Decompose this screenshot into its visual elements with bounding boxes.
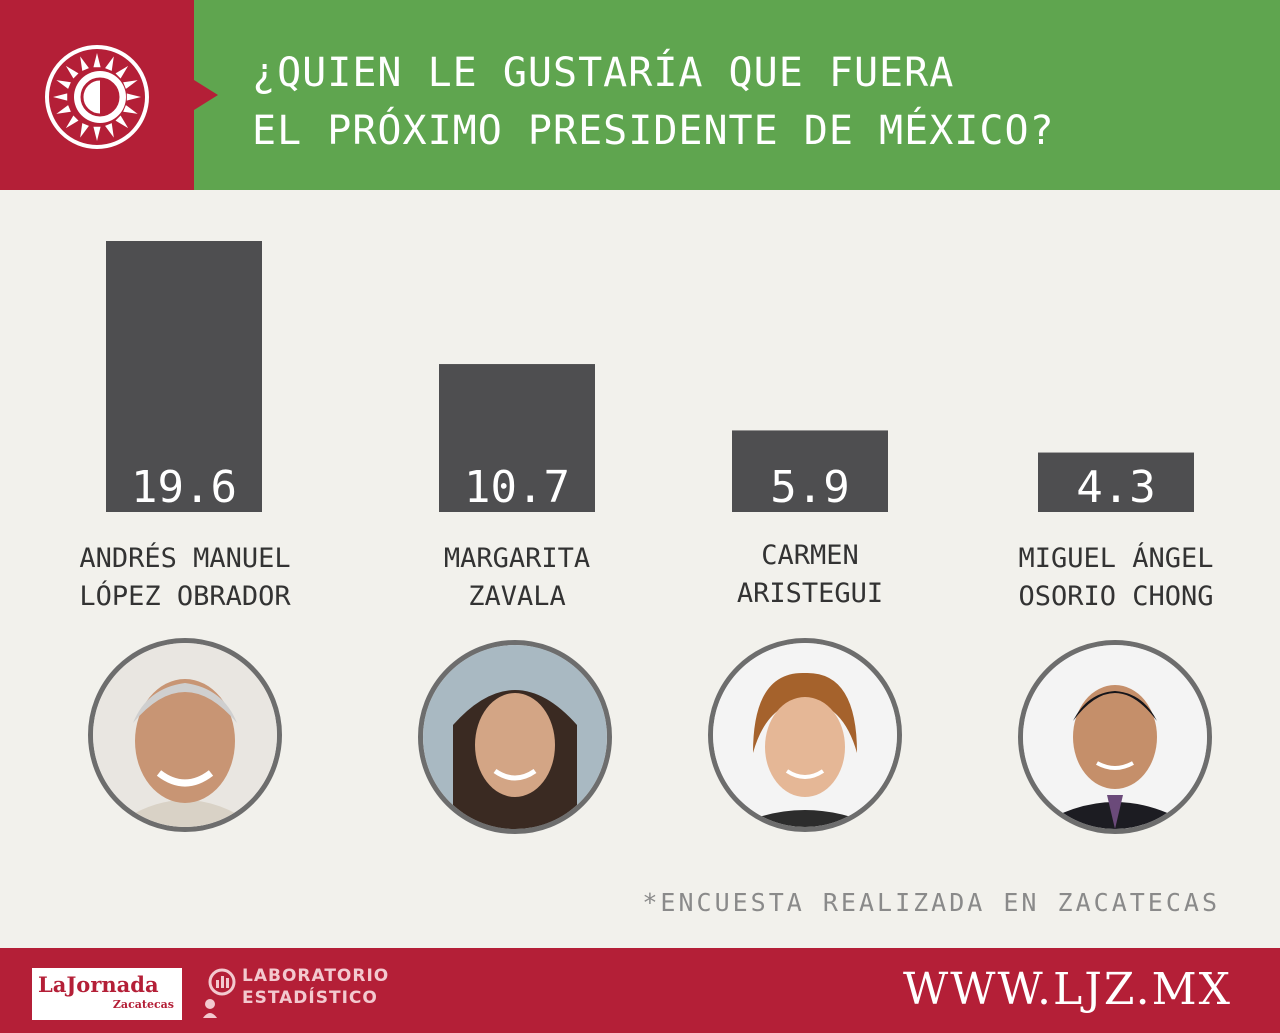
bar — [106, 241, 262, 512]
header-green-panel — [194, 0, 1280, 190]
sun-ray — [53, 93, 68, 101]
sun-ray — [93, 53, 101, 68]
candidate-name-1: ANDRÉS MANUEL LÓPEZ OBRADOR — [35, 540, 335, 616]
sun-ray — [93, 126, 101, 141]
bar-value-label: 4.3 — [1076, 462, 1155, 513]
header-arrow — [194, 80, 218, 110]
sun-ray — [105, 123, 114, 138]
bar-value-label: 5.9 — [770, 462, 849, 513]
candidate-photo-2 — [418, 640, 612, 834]
candidate-name-3: CARMEN ARISTEGUI — [660, 537, 960, 613]
candidate-photo-1 — [88, 638, 282, 832]
bar-chart: 19.6 10.7 5.9 4.3 — [106, 241, 1194, 513]
candidate-photo-3 — [708, 638, 902, 832]
sun-ray — [80, 123, 89, 138]
lab-label-line-1: LABORATORIO — [242, 966, 390, 986]
sun-ray — [56, 105, 71, 114]
sun-ray — [65, 115, 79, 129]
sun-ray — [115, 65, 129, 79]
candidate-name-line: ANDRÉS MANUEL — [79, 543, 291, 574]
logo-sub-text: Zacatecas — [112, 998, 174, 1011]
candidate-photo-4 — [1018, 640, 1212, 834]
bar-value-label: 19.6 — [131, 462, 237, 513]
sun-ray — [123, 105, 138, 114]
page-title-line-1: ¿QUIEN LE GUSTARÍA QUE FUERA — [252, 50, 955, 96]
sun-ray — [126, 93, 141, 101]
sun-ray — [105, 56, 114, 71]
laboratory-icon — [203, 968, 236, 1018]
sun-ray — [80, 56, 89, 71]
candidate-name-line: MIGUEL ÁNGEL — [1018, 543, 1214, 574]
bar — [1038, 452, 1194, 512]
sun-ray — [65, 65, 79, 79]
candidate-name-2: MARGARITA ZAVALA — [367, 540, 667, 616]
sun-icon — [45, 45, 149, 149]
footer-bar: LaJornada Zacatecas LABORATORIO ESTADÍST… — [0, 948, 1280, 1033]
candidate-name-4: MIGUEL ÁNGEL OSORIO CHONG — [966, 540, 1266, 616]
bar-value-label: 10.7 — [464, 462, 570, 513]
sun-ray — [123, 80, 138, 89]
sun-ray — [56, 80, 71, 89]
footnote: *ENCUESTA REALIZADA EN ZACATECAS — [642, 888, 1220, 917]
bar — [439, 364, 595, 512]
candidate-name-line: MARGARITA — [443, 543, 591, 574]
candidate-name-line: OSORIO CHONG — [1018, 581, 1214, 612]
page-title-line-2: EL PRÓXIMO PRESIDENTE DE MÉXICO? — [252, 108, 1055, 154]
sun-ray — [115, 115, 129, 129]
bar — [732, 430, 888, 512]
candidate-name-line: ARISTEGUI — [736, 578, 884, 609]
website-link[interactable]: WWW.LJZ.MX — [903, 964, 1232, 1015]
candidate-name-line: CARMEN — [761, 540, 859, 571]
candidate-name-line: ZAVALA — [468, 581, 566, 612]
logo-main-text: LaJornada — [38, 972, 159, 997]
lab-label-line-2: ESTADÍSTICO — [242, 988, 378, 1008]
la-jornada-logo[interactable]: LaJornada Zacatecas — [32, 968, 182, 1020]
candidate-name-line: LÓPEZ OBRADOR — [79, 581, 291, 612]
